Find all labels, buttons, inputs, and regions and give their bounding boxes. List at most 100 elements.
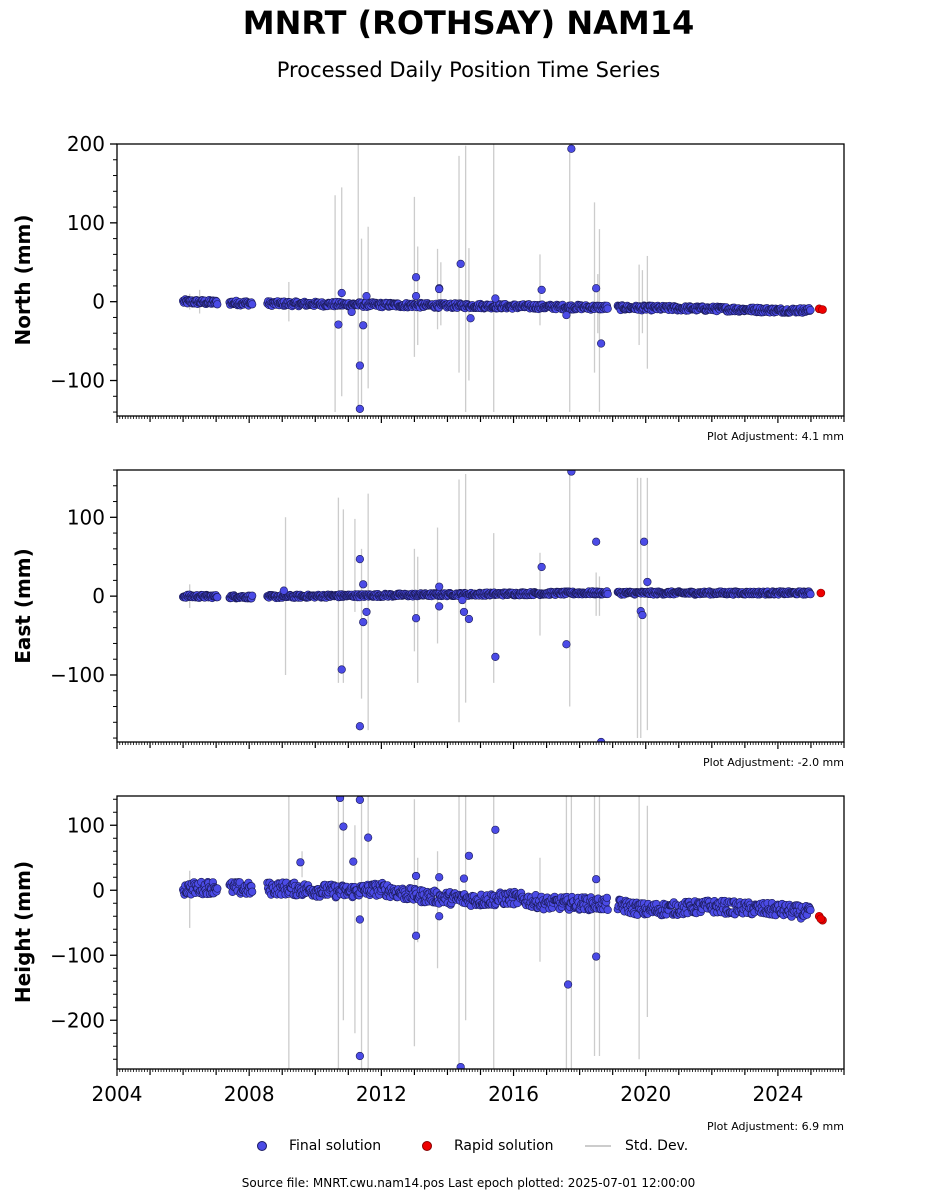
rapid-solution-point xyxy=(818,305,827,314)
y-tick-label: −100 xyxy=(50,943,105,967)
final-solution-point xyxy=(362,607,371,617)
plot-frame xyxy=(116,795,845,1070)
final-solution-point xyxy=(335,796,345,803)
final-solution-point xyxy=(603,589,612,599)
final-solution-point xyxy=(537,285,546,294)
final-solution-point xyxy=(435,582,444,591)
final-solution-point xyxy=(592,284,601,293)
rapid-solution-marker-icon xyxy=(422,1141,432,1151)
rapid-solution-point xyxy=(816,914,826,924)
y-axis-label: East (mm) xyxy=(11,548,35,664)
final-solution-point xyxy=(411,273,421,282)
final-solution-point xyxy=(456,1062,465,1069)
final-solution-point xyxy=(347,307,356,317)
x-tick-label: 2020 xyxy=(620,1082,671,1106)
plot-adjustment-note: Plot Adjustment: 4.1 mm xyxy=(707,430,844,443)
std-dev-line-icon xyxy=(585,1145,611,1147)
final-solution-point xyxy=(435,873,444,882)
final-solution-point xyxy=(567,144,576,153)
final-solution-point xyxy=(337,665,346,674)
x-tick-label: 2004 xyxy=(92,1082,143,1106)
final-solution-point xyxy=(355,361,364,370)
final-solution-point xyxy=(592,537,601,546)
final-solution-point xyxy=(355,722,364,731)
y-tick-label: 0 xyxy=(92,290,105,314)
final-solution-point xyxy=(456,259,465,268)
final-solution-point xyxy=(602,893,612,902)
final-solution-point xyxy=(411,614,421,623)
final-solution-point xyxy=(537,562,546,572)
final-solution-point xyxy=(562,310,571,320)
final-solution-point xyxy=(248,300,257,309)
final-solution-point xyxy=(213,593,222,602)
final-solution-point xyxy=(411,931,421,940)
chart-subtitle: Processed Daily Position Time Series xyxy=(276,58,661,82)
y-tick-label: −200 xyxy=(50,1008,105,1032)
final-solution-point xyxy=(491,652,500,661)
final-solution-point xyxy=(359,321,368,330)
y-tick-label: 0 xyxy=(92,878,105,902)
final-solution-point xyxy=(279,586,288,595)
final-solution-point xyxy=(435,602,444,611)
final-solution-point xyxy=(339,822,348,831)
final-solution-point xyxy=(435,284,444,294)
final-solution-point xyxy=(459,874,469,883)
y-tick-label: −100 xyxy=(50,663,105,687)
y-tick-label: 100 xyxy=(67,505,105,529)
plot-area xyxy=(179,144,827,414)
source-note: Source file: MNRT.cwu.nam14.pos Last epo… xyxy=(241,1176,696,1190)
final-solution-point xyxy=(213,884,222,893)
final-solution-point xyxy=(355,554,364,564)
final-solution-point xyxy=(248,591,257,600)
x-tick-label: 2008 xyxy=(224,1082,275,1106)
plot-area xyxy=(179,796,827,1069)
legend-final-label: Final solution xyxy=(289,1138,382,1154)
panel-1: −100 0 100 200 North (mm) Plot Adjustment: 4.… xyxy=(11,132,845,443)
final-solution-point xyxy=(643,577,652,587)
final-solution-point xyxy=(466,314,475,323)
final-solution-point xyxy=(355,796,364,804)
final-solution-point xyxy=(355,1051,364,1061)
final-solution-point xyxy=(362,292,371,301)
final-solution-point xyxy=(806,905,815,915)
final-solution-point xyxy=(806,306,815,315)
plot-frame xyxy=(116,143,845,417)
final-solution-point xyxy=(359,580,368,589)
legend-std: Std. Dev. xyxy=(585,1138,688,1154)
y-axis-label: North (mm) xyxy=(11,214,35,345)
final-solution-point xyxy=(334,320,343,329)
final-solution-point xyxy=(296,858,305,867)
y-tick-label: −100 xyxy=(50,369,105,393)
panel-2: −100 0 100 East (mm) Plot Adjustment: -2.0 m… xyxy=(11,469,845,769)
legend-rapid: Rapid solution xyxy=(422,1138,554,1154)
final-solution-point xyxy=(597,339,606,348)
final-solution-point xyxy=(603,905,612,915)
rapid-solution-point xyxy=(816,588,826,598)
final-solution-point xyxy=(562,640,571,649)
final-solution-point xyxy=(639,537,649,546)
final-solution-point xyxy=(806,590,815,599)
y-tick-label: 100 xyxy=(67,813,105,837)
plot-area xyxy=(179,470,826,742)
plot-frame xyxy=(116,469,845,743)
final-solution-marker-icon xyxy=(257,1141,267,1151)
final-solution-point xyxy=(563,980,573,989)
x-tick-label: 2024 xyxy=(752,1082,803,1106)
legend-rapid-label: Rapid solution xyxy=(454,1138,554,1154)
legend: Final solution Rapid solution Std. Dev. xyxy=(0,1138,937,1158)
final-solution-point xyxy=(459,607,469,617)
final-solution-point xyxy=(359,618,368,627)
final-solution-point xyxy=(355,915,364,924)
legend-std-label: Std. Dev. xyxy=(625,1138,689,1154)
final-solution-point xyxy=(592,875,601,884)
plot-adjustment-note: Plot Adjustment: 6.9 mm xyxy=(707,1120,844,1133)
final-solution-point xyxy=(248,887,257,896)
final-solution-point xyxy=(364,833,373,842)
final-solution-point xyxy=(464,851,474,860)
x-tick-label: 2016 xyxy=(488,1082,539,1106)
panel-3: −200 −100 0 100 2004 2008 2012 2016 2020 2024 Heig… xyxy=(11,795,845,1133)
final-solution-point xyxy=(349,857,358,866)
chart-title: MNRT (ROTHSAY) NAM14 xyxy=(242,4,695,42)
final-solution-point xyxy=(597,737,606,742)
